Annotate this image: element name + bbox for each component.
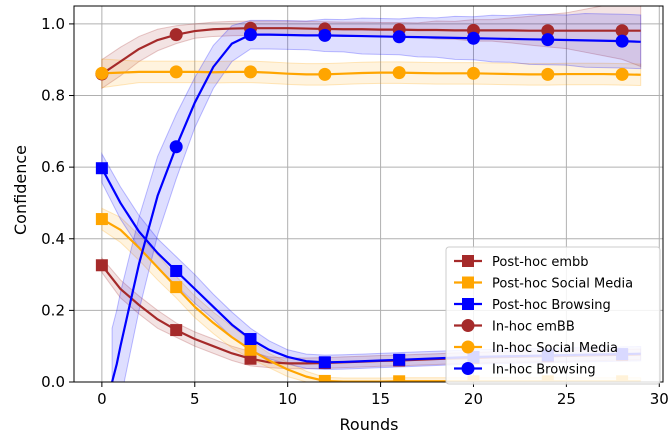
legend-label: Post-hoc Social Media — [492, 277, 633, 292]
series-5-marker — [466, 66, 480, 80]
series-6-marker — [318, 28, 332, 42]
y-tick-label: 1.0 — [41, 15, 65, 33]
legend-label: In-hoc emBB — [492, 320, 575, 335]
series-4-marker — [169, 28, 183, 42]
series-6-marker — [615, 34, 629, 48]
legend-marker — [461, 319, 475, 332]
series-3-marker — [393, 353, 406, 366]
series-6-marker — [466, 31, 480, 45]
series-1-marker — [95, 259, 108, 272]
series-2-marker — [318, 374, 331, 382]
series-3-marker — [244, 333, 257, 346]
series-6-band — [111, 13, 642, 382]
y-tick-label: 0.2 — [41, 301, 65, 319]
y-axis-label: Confidence — [11, 145, 30, 235]
legend-marker — [462, 255, 474, 267]
series-2-marker — [393, 375, 406, 382]
series-5-marker — [392, 66, 406, 80]
series-6-marker — [244, 28, 258, 42]
x-tick-label: 30 — [650, 390, 669, 408]
legend-label: In-hoc Social Media — [492, 341, 618, 356]
plot-frame — [73, 5, 664, 383]
series-5-marker — [541, 67, 555, 81]
x-tick-label: 15 — [371, 390, 390, 408]
legend-marker — [462, 276, 474, 289]
series-2-marker — [95, 213, 108, 226]
series-3-marker — [170, 264, 183, 277]
x-tick-label: 10 — [278, 390, 297, 408]
series-5-marker — [318, 67, 332, 81]
y-axis-ticks: 0.0 0.2 0.4 0.6 0.8 1.0 — [41, 15, 74, 391]
series-4-marker — [615, 24, 629, 38]
series-5-marker — [615, 67, 629, 81]
series-5-marker — [244, 65, 258, 79]
legend-marker — [461, 340, 475, 354]
x-tick-label: 5 — [190, 390, 200, 408]
y-tick-label: 0.4 — [41, 230, 65, 248]
series-1-marker — [170, 324, 183, 337]
series-4-marker — [541, 24, 555, 38]
x-axis-ticks: 0 5 10 15 20 25 30 — [97, 382, 669, 408]
x-tick-label: 20 — [464, 390, 483, 408]
y-tick-label: 0.0 — [41, 373, 65, 391]
series-6-marker — [169, 140, 183, 154]
series-6-marker — [392, 30, 406, 44]
legend-marker — [461, 362, 475, 375]
y-tick-label: 0.8 — [41, 87, 65, 105]
x-tick-label: 0 — [97, 390, 107, 408]
series-2-marker — [170, 281, 183, 294]
y-tick-label: 0.6 — [41, 158, 65, 176]
legend-label: Post-hoc Browsing — [492, 298, 611, 313]
series-3-marker — [318, 356, 331, 369]
legend-label: Post-hoc embb — [492, 255, 589, 270]
series-5-marker — [169, 65, 183, 79]
series-2-marker — [244, 343, 257, 356]
legend-marker — [462, 298, 474, 310]
legend: Post-hoc embb Post-hoc Social Media Post-h… — [445, 246, 661, 385]
x-tick-label: 25 — [557, 390, 576, 408]
legend-box — [445, 246, 661, 385]
series-5-marker — [95, 66, 109, 80]
series-3-marker — [95, 162, 108, 175]
legend-label: In-hoc Browsing — [492, 363, 596, 378]
series-6-marker — [541, 33, 555, 47]
x-axis-label: Rounds — [340, 415, 399, 434]
